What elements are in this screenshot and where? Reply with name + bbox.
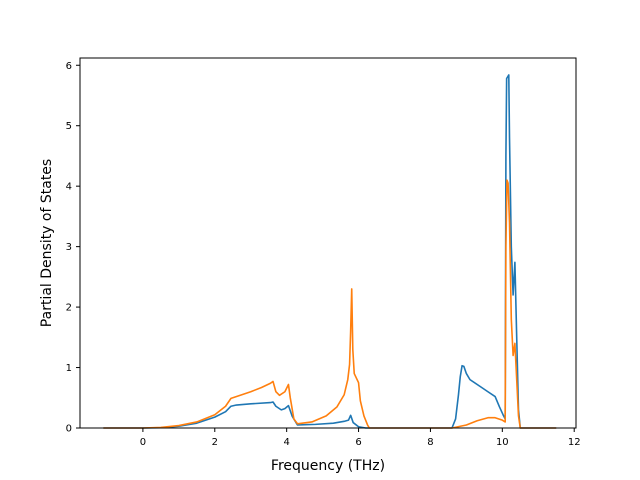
x-tick-label: 10 xyxy=(496,437,509,448)
x-tick-label: 4 xyxy=(283,437,289,448)
y-axis-label: Partial Density of States xyxy=(39,159,55,327)
y-tick-label: 6 xyxy=(66,61,72,72)
x-axis-label: Frequency (THz) xyxy=(271,458,385,474)
y-tick-label: 1 xyxy=(66,363,72,374)
x-tick-label: 8 xyxy=(427,437,433,448)
y-tick-label: 5 xyxy=(66,121,72,132)
x-tick-label: 0 xyxy=(140,437,146,448)
y-tick-label: 2 xyxy=(66,303,72,314)
y-tick-label: 4 xyxy=(66,182,72,193)
axes-frame xyxy=(79,57,577,429)
x-tick-label: 12 xyxy=(568,437,581,448)
y-axis: 0 1 2 3 4 5 6 xyxy=(66,61,80,435)
x-axis: 0 2 4 6 8 10 12 xyxy=(140,428,581,448)
series-line-1 xyxy=(103,74,557,429)
x-tick-label: 2 xyxy=(212,437,218,448)
plot-area xyxy=(103,74,557,429)
x-tick-label: 6 xyxy=(355,437,361,448)
series-line-2 xyxy=(103,179,557,429)
y-tick-label: 0 xyxy=(66,424,72,435)
y-tick-label: 3 xyxy=(66,242,72,253)
